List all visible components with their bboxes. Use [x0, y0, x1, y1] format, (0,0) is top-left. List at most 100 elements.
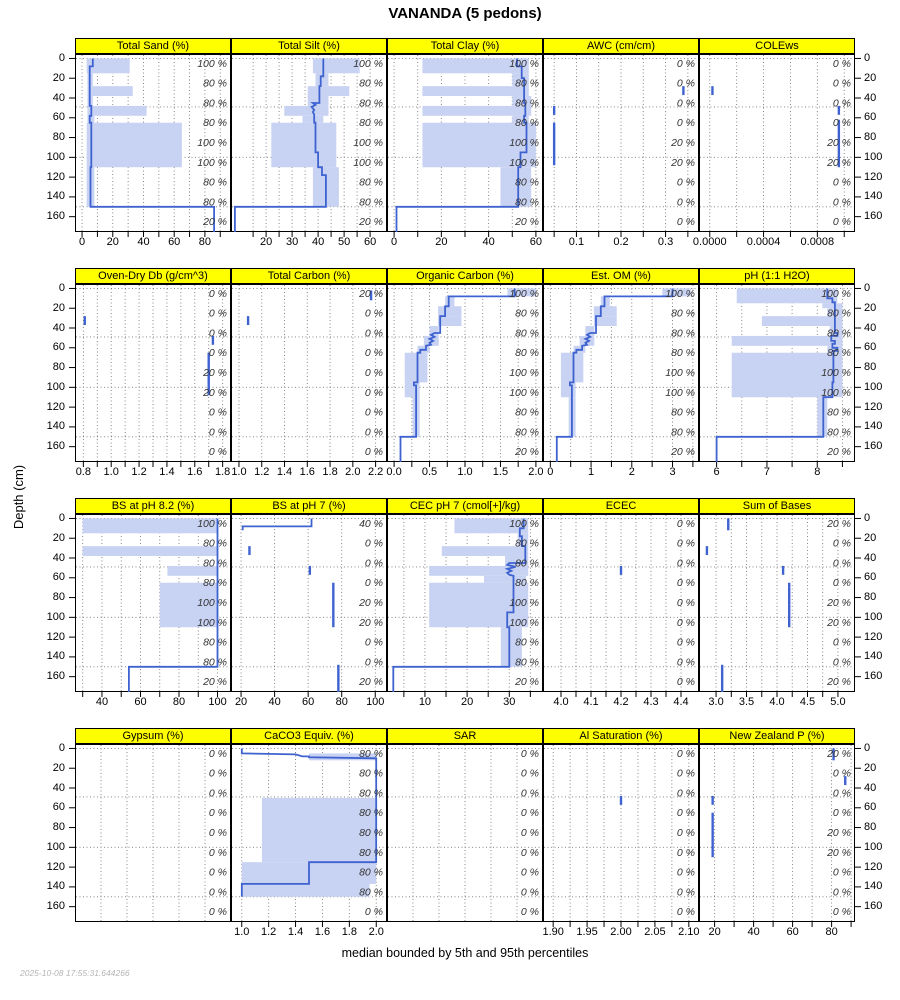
- x-axis-tick-label: 40: [311, 236, 325, 248]
- contributing-fraction-label: 100 %: [509, 518, 539, 530]
- contributing-fraction-label: 80 %: [515, 117, 539, 129]
- contributing-fraction-label: 0 %: [365, 656, 383, 668]
- depth-tick-label-left: 20: [52, 761, 65, 774]
- contributing-fraction-label: 20 %: [202, 387, 227, 399]
- contributing-fraction-label: 0 %: [677, 827, 695, 839]
- x-axis-tick-label: 50: [337, 236, 351, 248]
- depth-tick-label-left: 60: [52, 801, 65, 814]
- contributing-fraction-label: 20 %: [358, 216, 383, 228]
- x-axis-tick-label: 60: [363, 236, 377, 248]
- contributing-fraction-label: 0 %: [677, 656, 695, 668]
- strip-title: Organic Carbon (%): [387, 268, 543, 284]
- contributing-fraction-label: 0 %: [521, 748, 539, 760]
- contributing-fraction-label: 0 %: [677, 676, 695, 688]
- contributing-fraction-label: 80 %: [827, 407, 851, 419]
- contributing-fraction-label: 20 %: [358, 288, 383, 300]
- depth-tick-label-right: 120: [864, 860, 883, 873]
- depth-tick-label-right: 40: [864, 781, 877, 794]
- depth-tick-label-right: 140: [864, 190, 883, 203]
- x-axis-tick-label: 2.0: [345, 466, 361, 478]
- x-axis-tick-label: 20: [435, 236, 448, 248]
- contributing-fraction-label: 80 %: [515, 308, 539, 320]
- contributing-fraction-label: 40 %: [359, 518, 383, 530]
- panel-sum-of-bases: 20 % 0 % 0 % 0 % 20 % 20 % 0 % 0 % 20 %: [699, 514, 855, 692]
- panel-new-zealand-p: 20 % 0 % 0 % 0 % 20 % 20 % 0 % 0 % 0 %: [699, 744, 855, 922]
- contributing-fraction-label: 0 %: [677, 906, 695, 918]
- contributing-fraction-label: 80 %: [515, 538, 539, 550]
- depth-tick-label-left: 80: [52, 131, 65, 144]
- x-axis-tick-label: 1.4: [287, 926, 304, 938]
- plot-title: VANANDA (5 pedons): [388, 5, 542, 22]
- panel-total-silt: 100 % 80 % 80 % 80 % 100 % 100 % 80 % 80 % 20 %: [231, 54, 387, 232]
- x-axis-tick-label: 1.6: [314, 926, 331, 938]
- x-axis-tick-label: 80: [172, 696, 186, 708]
- x-axis-tick-label: 4.1: [583, 696, 599, 708]
- contributing-fraction-label: 0 %: [521, 886, 539, 898]
- contributing-fraction-label: 100 %: [665, 288, 695, 300]
- depth-tick-label-right: 0: [864, 51, 871, 64]
- contributing-fraction-label: 80 %: [515, 177, 539, 189]
- contributing-fraction-label: 0 %: [209, 748, 227, 760]
- contributing-fraction-label: 0 %: [209, 347, 227, 359]
- contributing-fraction-label: 0 %: [677, 518, 695, 530]
- contributing-fraction-label: 80 %: [203, 557, 227, 569]
- contributing-fraction-label: 80 %: [203, 117, 227, 129]
- contributing-fraction-label: 0 %: [677, 867, 695, 879]
- contributing-fraction-label: 100 %: [509, 157, 539, 169]
- contributing-fraction-label: 0 %: [365, 538, 383, 550]
- x-axis-tick-label: 2.10: [678, 926, 700, 938]
- contributing-fraction-label: 0 %: [677, 177, 695, 189]
- contributing-fraction-label: 0 %: [677, 117, 695, 129]
- x-axis-tick-label: 4.5: [799, 696, 816, 708]
- contributing-fraction-label: 100 %: [353, 137, 383, 149]
- contributing-fraction-label: 0 %: [209, 446, 227, 458]
- contributing-fraction-label: 0 %: [677, 538, 695, 550]
- x-axis-tick-label: 1.8: [214, 466, 231, 478]
- x-axis-tick-label: 0.0000: [692, 236, 727, 248]
- contributing-fraction-label: 80 %: [671, 347, 695, 359]
- depth-tick-label-right: 120: [864, 170, 883, 183]
- depth-tick-label-right: 80: [864, 821, 877, 834]
- x-axis-tick-label: 4.0: [769, 696, 785, 708]
- contributing-fraction-label: 80 %: [359, 117, 383, 129]
- contributing-fraction-label: 80 %: [515, 407, 539, 419]
- contributing-fraction-label: 80 %: [515, 347, 539, 359]
- x-axis-tick-label: 40: [137, 236, 150, 248]
- x-axis-tick-label: 1.2: [260, 926, 277, 938]
- depth-tick-label-left: 140: [46, 650, 65, 663]
- depth-tick-label-left: 20: [52, 71, 65, 84]
- x-axis-tick-label: 1.4: [276, 466, 293, 478]
- contributing-fraction-label: 80 %: [359, 867, 383, 879]
- caption: median bounded by 5th and 95th percentil…: [341, 946, 589, 960]
- contributing-fraction-label: 100 %: [509, 288, 539, 300]
- depth-tick-label-left: 0: [58, 51, 65, 64]
- depth-tick-label-right: 140: [864, 880, 883, 893]
- x-axis-tick-label: 1.8: [322, 466, 338, 478]
- contributing-fraction-label: 0 %: [365, 426, 383, 438]
- depth-tick-label-left: 80: [52, 361, 65, 374]
- strip-title: BS at pH 7 (%): [231, 498, 387, 514]
- contributing-fraction-label: 80 %: [203, 78, 227, 90]
- contributing-fraction-label: 20 %: [514, 216, 539, 228]
- contributing-fraction-label: 0 %: [521, 867, 539, 879]
- contributing-fraction-label: 20 %: [514, 676, 539, 688]
- depth-tick-label-left: 140: [46, 190, 65, 203]
- x-axis-tick-label: 0.2: [613, 236, 629, 248]
- contributing-fraction-label: 80 %: [203, 177, 227, 189]
- depth-tick-label-left: 160: [46, 210, 65, 223]
- x-axis-tick-label: 60: [786, 926, 799, 938]
- x-axis-tick-label: 8: [814, 466, 821, 478]
- strip-title: Oven-Dry Db (g/cm^3): [75, 268, 231, 284]
- x-axis-tick-label: 2.05: [644, 926, 666, 938]
- contributing-fraction-label: 80 %: [515, 577, 539, 589]
- panel-caco3-equiv: 80 % 80 % 80 % 80 % 80 % 80 % 80 % 80 % 0 %: [231, 744, 387, 922]
- contributing-fraction-label: 100 %: [509, 617, 539, 629]
- depth-tick-label-right: 40: [864, 551, 877, 564]
- panel-sar: 0 % 0 % 0 % 0 % 0 % 0 % 0 % 0 % 0 %: [387, 744, 543, 922]
- x-axis-tick-label: 4.2: [613, 696, 629, 708]
- strip-title: Total Clay (%): [387, 38, 543, 54]
- x-axis-tick-label: 0.1: [568, 236, 585, 248]
- x-axis-tick-label: 1.0: [103, 466, 119, 478]
- contributing-fraction-label: 80 %: [203, 538, 227, 550]
- contributing-fraction-label: 0 %: [677, 617, 695, 629]
